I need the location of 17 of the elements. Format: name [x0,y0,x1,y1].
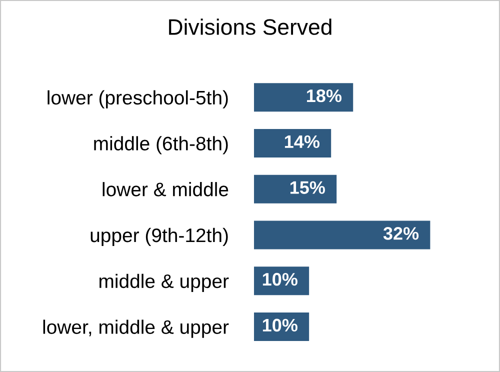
bar [254,220,430,250]
bar [254,174,337,204]
y-tick-label: lower (preschool-5th) [48,90,228,108]
data-label: 10% [262,272,298,286]
y-tick-label: lower, middle & upper [43,320,229,338]
y-tick-label: middle (6th-8th) [94,136,228,154]
data-label: 14% [284,135,320,148]
bar [254,83,354,112]
y-tick-label: middle & upper [100,274,229,292]
data-label: 10% [262,318,298,332]
data-label: 15% [290,181,326,194]
chart-title: Divisions Served [169,18,332,35]
bar [254,128,332,158]
data-label: 32% [383,227,419,240]
y-tick-label: upper (9th-12th) [90,228,228,246]
y-tick-label: lower & middle [102,182,228,196]
data-label: 18% [306,89,342,102]
